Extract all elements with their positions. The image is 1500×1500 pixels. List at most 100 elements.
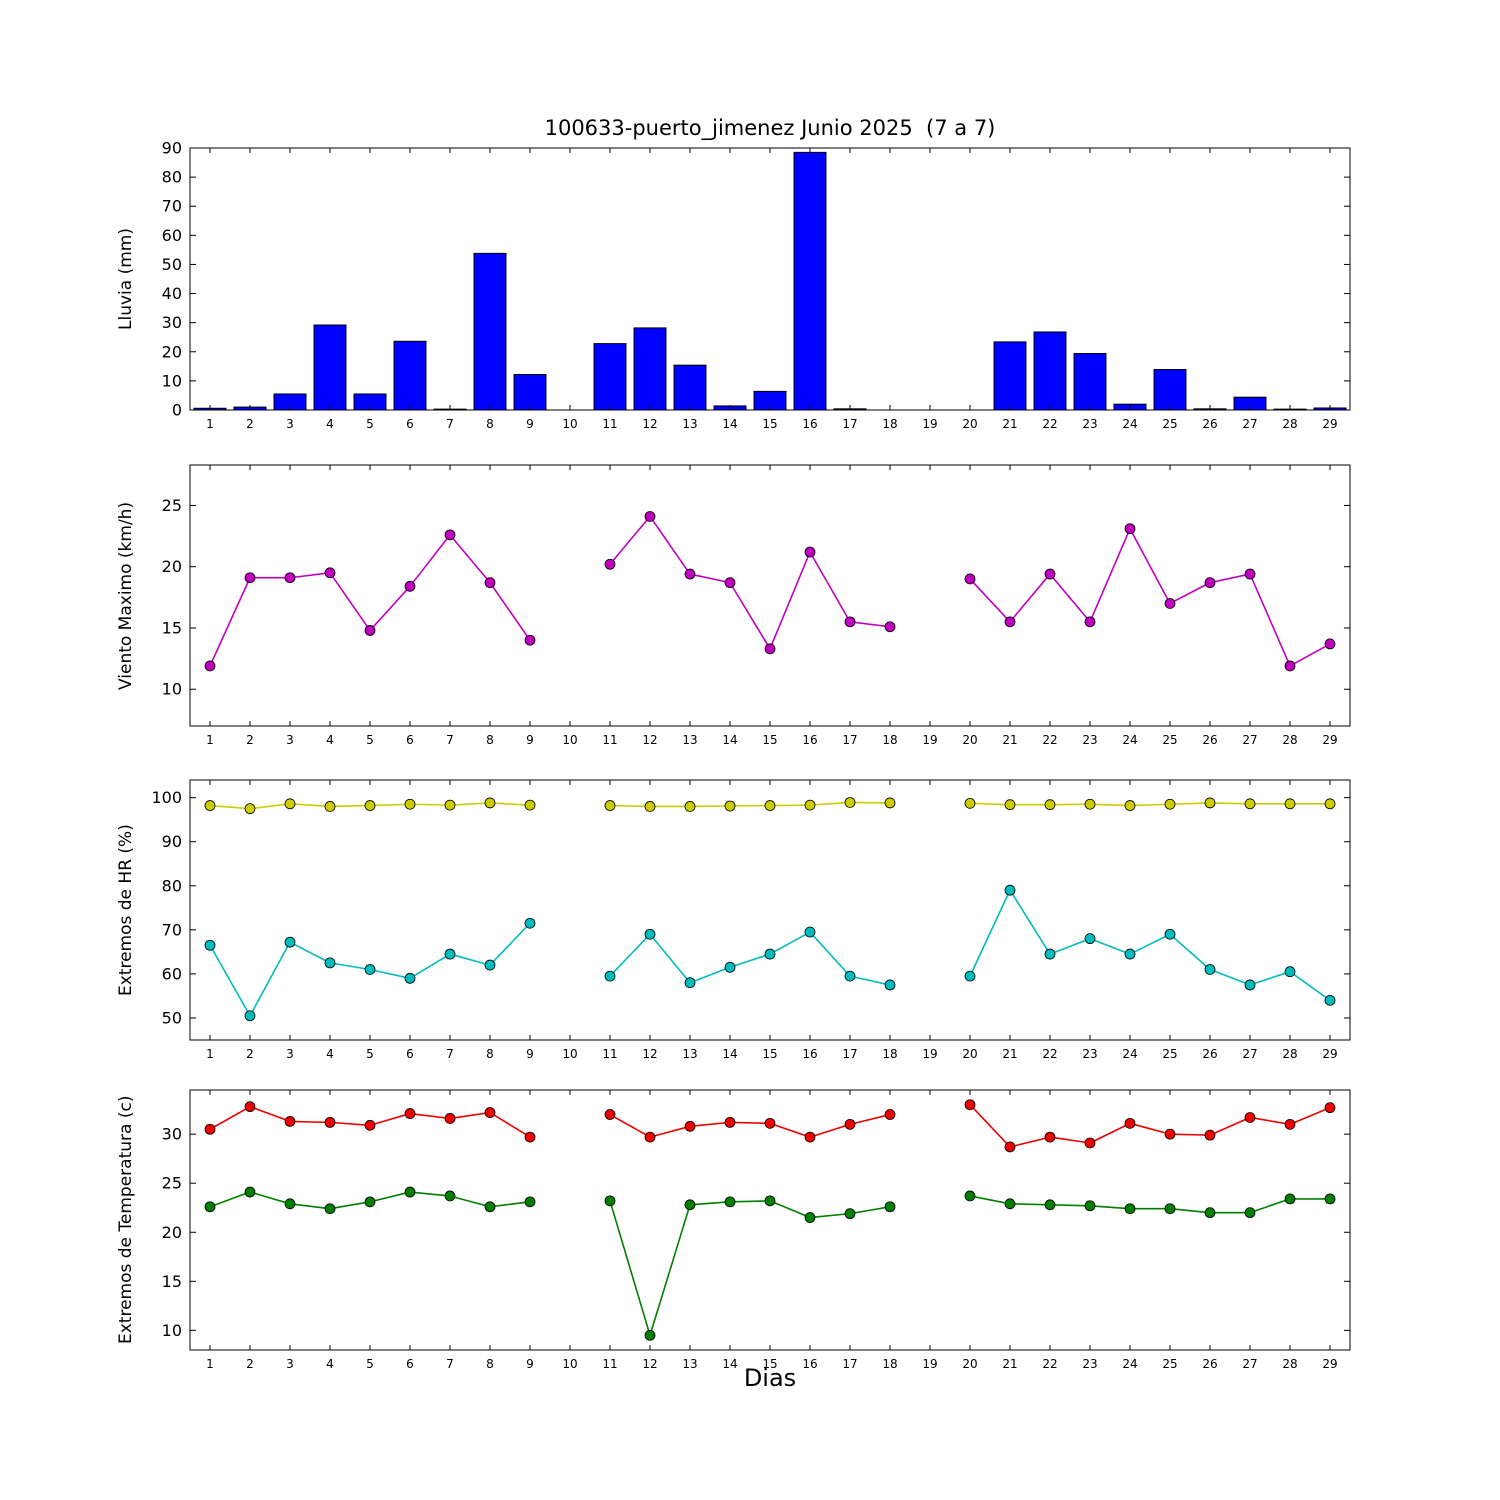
svg-text:18: 18 xyxy=(882,1357,897,1371)
svg-text:7: 7 xyxy=(446,417,454,431)
svg-text:10: 10 xyxy=(562,1357,577,1371)
svg-text:80: 80 xyxy=(162,168,182,187)
svg-text:60: 60 xyxy=(162,964,182,983)
svg-text:23: 23 xyxy=(1082,417,1097,431)
svg-text:26: 26 xyxy=(1202,1047,1217,1061)
svg-text:24: 24 xyxy=(1122,417,1137,431)
svg-text:15: 15 xyxy=(162,1272,182,1291)
svg-text:7: 7 xyxy=(446,1357,454,1371)
svg-text:29: 29 xyxy=(1322,417,1337,431)
svg-text:10: 10 xyxy=(562,417,577,431)
svg-text:4: 4 xyxy=(326,1047,334,1061)
svg-text:3: 3 xyxy=(286,733,294,747)
svg-text:21: 21 xyxy=(1002,1357,1017,1371)
svg-text:10: 10 xyxy=(162,680,182,699)
svg-text:11: 11 xyxy=(602,417,617,431)
svg-text:20: 20 xyxy=(162,1223,182,1242)
svg-text:80: 80 xyxy=(162,876,182,895)
svg-text:19: 19 xyxy=(922,733,937,747)
svg-text:21: 21 xyxy=(1002,733,1017,747)
svg-text:19: 19 xyxy=(922,417,937,431)
svg-text:8: 8 xyxy=(486,1357,494,1371)
svg-text:8: 8 xyxy=(486,733,494,747)
svg-text:70: 70 xyxy=(162,920,182,939)
svg-text:12: 12 xyxy=(642,733,657,747)
svg-text:17: 17 xyxy=(842,417,857,431)
svg-text:17: 17 xyxy=(842,1357,857,1371)
svg-text:28: 28 xyxy=(1282,1047,1297,1061)
svg-text:17: 17 xyxy=(842,733,857,747)
svg-text:19: 19 xyxy=(922,1047,937,1061)
svg-text:20: 20 xyxy=(962,417,977,431)
svg-text:1: 1 xyxy=(206,1357,214,1371)
svg-text:7: 7 xyxy=(446,733,454,747)
svg-text:27: 27 xyxy=(1242,733,1257,747)
svg-text:5: 5 xyxy=(366,417,374,431)
svg-text:28: 28 xyxy=(1282,417,1297,431)
svg-text:5: 5 xyxy=(366,733,374,747)
svg-text:20: 20 xyxy=(162,342,182,361)
svg-text:20: 20 xyxy=(962,733,977,747)
svg-text:9: 9 xyxy=(526,417,534,431)
svg-text:20: 20 xyxy=(962,1047,977,1061)
svg-text:1: 1 xyxy=(206,733,214,747)
svg-text:25: 25 xyxy=(1162,733,1177,747)
svg-text:13: 13 xyxy=(682,417,697,431)
x-axis-label: Dias xyxy=(743,1364,797,1392)
svg-text:12: 12 xyxy=(642,1357,657,1371)
svg-text:7: 7 xyxy=(446,1047,454,1061)
svg-text:26: 26 xyxy=(1202,417,1217,431)
svg-text:25: 25 xyxy=(1162,417,1177,431)
svg-text:90: 90 xyxy=(162,832,182,851)
svg-text:20: 20 xyxy=(962,1357,977,1371)
svg-text:18: 18 xyxy=(882,1047,897,1061)
svg-text:22: 22 xyxy=(1042,1357,1057,1371)
svg-text:2: 2 xyxy=(246,1357,254,1371)
svg-text:4: 4 xyxy=(326,417,334,431)
svg-text:25: 25 xyxy=(162,496,182,515)
svg-text:15: 15 xyxy=(762,733,777,747)
svg-text:22: 22 xyxy=(1042,417,1057,431)
svg-text:9: 9 xyxy=(526,1357,534,1371)
svg-text:29: 29 xyxy=(1322,1047,1337,1061)
svg-text:17: 17 xyxy=(842,1047,857,1061)
svg-text:22: 22 xyxy=(1042,733,1057,747)
svg-text:12: 12 xyxy=(642,417,657,431)
svg-text:16: 16 xyxy=(802,1357,817,1371)
svg-text:14: 14 xyxy=(722,1357,737,1371)
svg-text:6: 6 xyxy=(406,1047,414,1061)
svg-text:8: 8 xyxy=(486,1047,494,1061)
svg-text:5: 5 xyxy=(366,1047,374,1061)
svg-text:27: 27 xyxy=(1242,1357,1257,1371)
svg-text:29: 29 xyxy=(1322,733,1337,747)
svg-text:3: 3 xyxy=(286,417,294,431)
svg-text:18: 18 xyxy=(882,417,897,431)
svg-text:24: 24 xyxy=(1122,1357,1137,1371)
svg-text:70: 70 xyxy=(162,197,182,216)
svg-text:10: 10 xyxy=(562,733,577,747)
svg-text:23: 23 xyxy=(1082,733,1097,747)
svg-text:25: 25 xyxy=(1162,1357,1177,1371)
svg-text:4: 4 xyxy=(326,733,334,747)
svg-text:23: 23 xyxy=(1082,1357,1097,1371)
svg-text:14: 14 xyxy=(722,417,737,431)
svg-text:11: 11 xyxy=(602,1357,617,1371)
svg-text:26: 26 xyxy=(1202,1357,1217,1371)
svg-text:24: 24 xyxy=(1122,1047,1137,1061)
svg-text:14: 14 xyxy=(722,733,737,747)
svg-text:3: 3 xyxy=(286,1047,294,1061)
svg-text:21: 21 xyxy=(1002,417,1017,431)
svg-text:18: 18 xyxy=(882,733,897,747)
figure-title: 100633-puerto_jimenez Junio 2025 (7 a 7) xyxy=(544,116,996,140)
svg-text:2: 2 xyxy=(246,733,254,747)
svg-text:8: 8 xyxy=(486,417,494,431)
svg-text:13: 13 xyxy=(682,1047,697,1061)
svg-text:27: 27 xyxy=(1242,1047,1257,1061)
svg-text:6: 6 xyxy=(406,417,414,431)
svg-text:5: 5 xyxy=(366,1357,374,1371)
svg-text:23: 23 xyxy=(1082,1047,1097,1061)
